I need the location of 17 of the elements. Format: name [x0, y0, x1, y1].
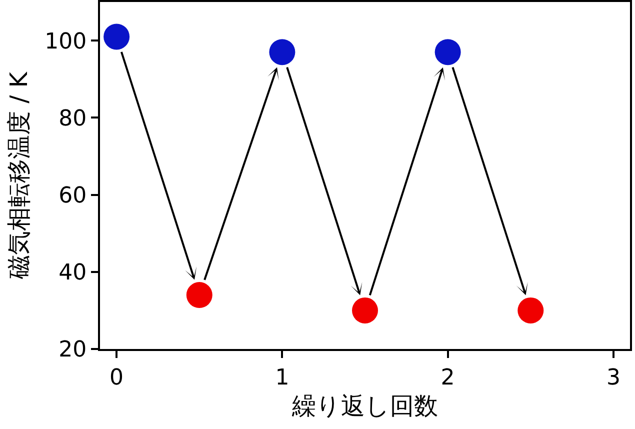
x-tick-label: 2	[440, 365, 455, 390]
y-tick-label: 40	[58, 260, 87, 286]
point	[352, 297, 378, 324]
point	[518, 297, 544, 324]
point	[434, 39, 461, 66]
point	[186, 282, 212, 308]
x-tick-label: 0	[110, 365, 124, 390]
x-axis-title: 繰り返し回数	[291, 392, 438, 420]
y-axis-title: 磁気相転移温度 / K	[5, 70, 34, 280]
y-tick-label: 80	[58, 106, 87, 132]
point	[104, 24, 130, 50]
point	[269, 39, 296, 66]
x-tick-label: 1	[275, 365, 290, 390]
y-tick-label: 100	[44, 29, 87, 54]
y-tick-label: 20	[58, 338, 87, 363]
y-tick-label: 60	[58, 183, 87, 208]
x-tick-label: 3	[606, 365, 620, 390]
